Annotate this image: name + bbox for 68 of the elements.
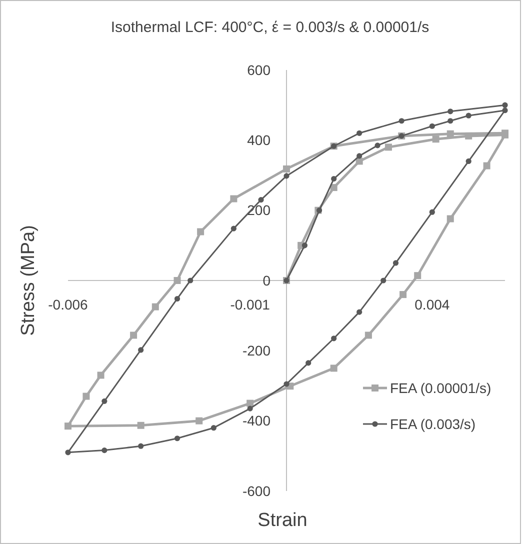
point bbox=[188, 278, 194, 284]
point bbox=[330, 184, 338, 192]
point bbox=[138, 347, 144, 353]
point bbox=[138, 443, 144, 449]
point bbox=[446, 130, 454, 138]
y-tick-label: -200 bbox=[242, 342, 271, 359]
point bbox=[466, 112, 472, 118]
y-axis-title: Stress (MPa) bbox=[18, 225, 39, 336]
point bbox=[65, 450, 71, 456]
point bbox=[174, 296, 180, 302]
x-tick-label: 0.004 bbox=[414, 296, 450, 312]
point bbox=[356, 130, 362, 136]
y-tick-label: 400 bbox=[247, 132, 271, 148]
point bbox=[302, 242, 308, 248]
point bbox=[137, 422, 144, 429]
point bbox=[364, 332, 372, 339]
point bbox=[230, 195, 238, 202]
point bbox=[210, 425, 216, 431]
point bbox=[247, 406, 253, 412]
point bbox=[230, 226, 236, 232]
y-tick-label: 600 bbox=[247, 62, 271, 78]
y-tick-label: -400 bbox=[242, 412, 271, 429]
point bbox=[502, 102, 508, 108]
point bbox=[97, 372, 104, 379]
point bbox=[306, 360, 312, 366]
y-tick-label: 0 bbox=[262, 272, 271, 288]
point bbox=[197, 228, 204, 236]
x-tick-label: -0.001 bbox=[230, 296, 270, 312]
point bbox=[380, 278, 386, 284]
y-tick-label: -600 bbox=[242, 482, 271, 499]
point bbox=[356, 309, 362, 315]
point bbox=[448, 108, 454, 114]
point bbox=[414, 272, 422, 280]
point bbox=[448, 118, 454, 124]
point bbox=[331, 336, 337, 342]
point bbox=[502, 108, 508, 114]
legend-label: FEA (0.00001/s) bbox=[390, 380, 492, 396]
point bbox=[374, 142, 380, 148]
point bbox=[398, 118, 404, 124]
point bbox=[330, 364, 338, 372]
x-tick-label: -0.006 bbox=[48, 296, 88, 312]
point bbox=[284, 173, 290, 179]
chart-title: Isothermal LCF: 400°C, έ = 0.003/s & 0.00001/s bbox=[110, 19, 430, 36]
point bbox=[102, 448, 108, 454]
point bbox=[174, 436, 180, 442]
point bbox=[466, 158, 472, 164]
point bbox=[174, 277, 181, 284]
point bbox=[258, 197, 264, 203]
point bbox=[102, 398, 108, 404]
point bbox=[283, 165, 290, 172]
point bbox=[82, 392, 90, 400]
point bbox=[392, 260, 399, 266]
point bbox=[356, 153, 362, 159]
point bbox=[446, 215, 454, 222]
point bbox=[400, 291, 407, 298]
point bbox=[284, 381, 290, 387]
point bbox=[429, 123, 435, 129]
point bbox=[196, 417, 203, 424]
point bbox=[384, 144, 392, 151]
point bbox=[130, 332, 138, 339]
point bbox=[331, 176, 337, 182]
x-axis-title: Strain bbox=[258, 510, 308, 531]
point bbox=[432, 136, 440, 143]
point bbox=[64, 422, 72, 430]
point bbox=[483, 162, 490, 170]
point bbox=[429, 209, 435, 215]
point bbox=[152, 303, 159, 310]
legend-label: FEA (0.003/s) bbox=[390, 416, 476, 432]
